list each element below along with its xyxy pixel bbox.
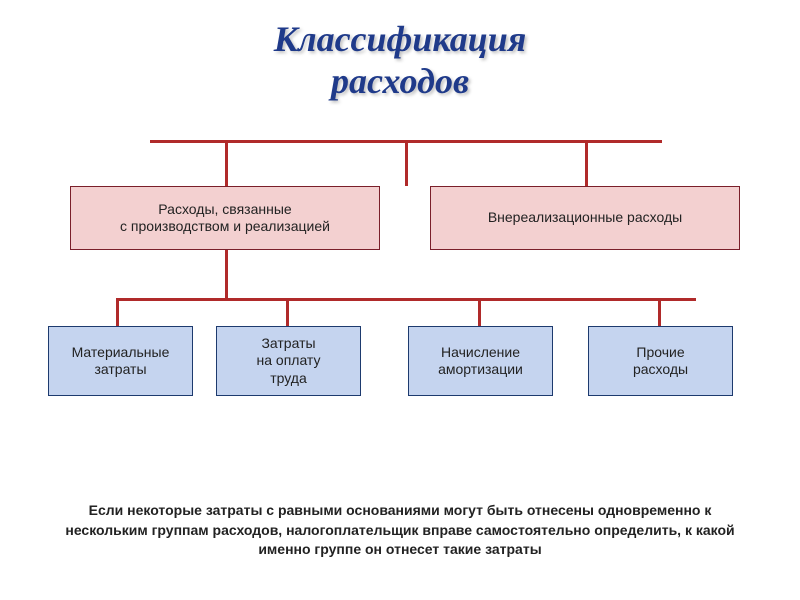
footer-note: Если некоторые затраты с равными основан… xyxy=(60,501,740,560)
connector-drop-left xyxy=(225,140,228,186)
title-line-2: расходов xyxy=(0,60,800,102)
connector-mid-down xyxy=(225,250,228,300)
diagram-title: Классификация расходов xyxy=(0,18,800,102)
connector-d2 xyxy=(286,298,289,328)
connector-d1 xyxy=(116,298,119,328)
box-label: Внереализационные расходы xyxy=(488,209,682,227)
box-labor-costs: Затратына оплатутруда xyxy=(216,326,361,396)
box-label: Расходы, связанныес производством и реал… xyxy=(120,201,330,236)
box-label: Материальныезатраты xyxy=(72,344,170,379)
connector-d4 xyxy=(658,298,661,328)
box-label: Затратына оплатутруда xyxy=(257,335,321,388)
connector-d3 xyxy=(478,298,481,328)
box-label: Прочиерасходы xyxy=(633,344,688,379)
box-amortization: Начислениеамортизации xyxy=(408,326,553,396)
connector-mid-bus xyxy=(116,298,696,301)
box-non-sale-expenses: Внереализационные расходы xyxy=(430,186,740,250)
title-line-1: Классификация xyxy=(0,18,800,60)
connector-drop-right xyxy=(585,140,588,186)
box-material-costs: Материальныезатраты xyxy=(48,326,193,396)
connector-trunk xyxy=(405,140,408,186)
box-production-expenses: Расходы, связанныес производством и реал… xyxy=(70,186,380,250)
box-label: Начислениеамортизации xyxy=(438,344,523,379)
box-other-expenses: Прочиерасходы xyxy=(588,326,733,396)
